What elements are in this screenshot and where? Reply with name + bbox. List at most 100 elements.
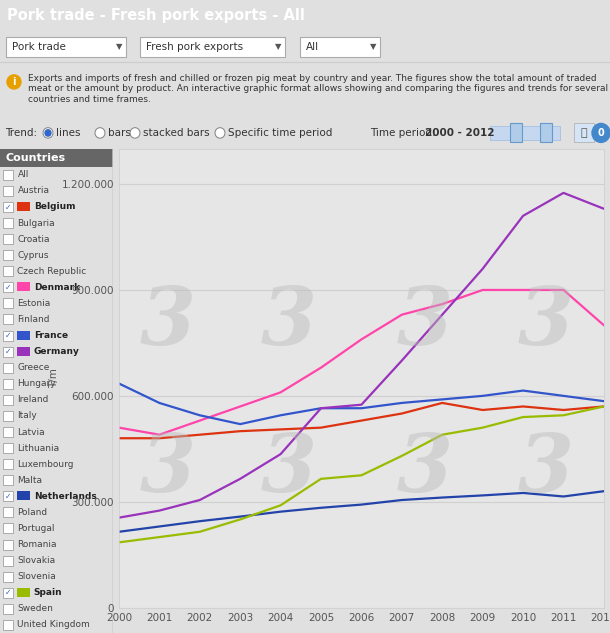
- Text: Belgium: Belgium: [34, 203, 76, 211]
- Bar: [3, 604, 13, 614]
- Text: Cyprus: Cyprus: [18, 251, 49, 260]
- Text: Pork trade: Pork trade: [12, 42, 66, 52]
- Bar: [3, 250, 13, 260]
- Text: 3: 3: [140, 284, 195, 362]
- Text: Luxembourg: Luxembourg: [18, 460, 74, 468]
- Bar: [3, 298, 13, 308]
- Text: 2000 - 2012: 2000 - 2012: [425, 128, 495, 138]
- Bar: [3, 539, 13, 549]
- Text: ✓: ✓: [5, 492, 12, 501]
- Bar: [3, 202, 13, 212]
- Text: Pork trade - Fresh pork exports - All: Pork trade - Fresh pork exports - All: [7, 8, 305, 23]
- Text: All: All: [306, 42, 319, 52]
- Bar: [574, 123, 594, 142]
- Text: 3: 3: [260, 431, 317, 509]
- Text: Finland: Finland: [18, 315, 50, 324]
- Text: Sweden: Sweden: [18, 605, 53, 613]
- Bar: [3, 347, 13, 356]
- Text: stacked bars: stacked bars: [143, 128, 210, 138]
- Bar: [3, 315, 13, 325]
- Text: Greece: Greece: [18, 363, 50, 372]
- Circle shape: [43, 128, 53, 138]
- Text: ▼: ▼: [275, 42, 281, 51]
- Text: lines: lines: [56, 128, 81, 138]
- Bar: [3, 523, 13, 534]
- Text: ✓: ✓: [5, 203, 12, 211]
- Text: Portugal: Portugal: [18, 524, 55, 533]
- Y-axis label: T/m: T/m: [49, 368, 59, 388]
- Text: 3: 3: [396, 431, 453, 509]
- Text: Exports and imports of fresh and chilled or frozen pig meat by country and year.: Exports and imports of fresh and chilled…: [28, 75, 597, 84]
- Text: United Kingdom: United Kingdom: [18, 620, 90, 629]
- Text: ✓: ✓: [5, 283, 12, 292]
- Circle shape: [592, 123, 610, 142]
- Bar: [18, 330, 30, 339]
- Bar: [3, 459, 13, 469]
- Text: Czech Republic: Czech Republic: [18, 266, 87, 276]
- Bar: [300, 37, 380, 57]
- Text: Slovenia: Slovenia: [18, 572, 56, 581]
- Bar: [3, 363, 13, 373]
- Bar: [540, 123, 552, 142]
- Text: 0: 0: [598, 128, 605, 138]
- Text: Croatia: Croatia: [18, 235, 50, 244]
- Bar: [18, 202, 30, 211]
- Bar: [3, 330, 13, 341]
- Text: Fresh pork exports: Fresh pork exports: [146, 42, 243, 52]
- Bar: [510, 123, 522, 142]
- Text: 3: 3: [396, 284, 453, 362]
- Bar: [18, 347, 30, 356]
- Text: 3: 3: [140, 431, 195, 509]
- Bar: [490, 125, 560, 141]
- Text: Italy: Italy: [18, 411, 37, 420]
- Circle shape: [45, 130, 51, 136]
- Bar: [3, 508, 13, 517]
- Text: Trend:: Trend:: [5, 128, 37, 138]
- Bar: [3, 218, 13, 228]
- Text: Austria: Austria: [18, 186, 49, 196]
- Text: France: France: [34, 331, 68, 340]
- Text: ✓: ✓: [5, 588, 12, 598]
- Text: Time period:: Time period:: [370, 128, 436, 138]
- Bar: [3, 588, 13, 598]
- Bar: [3, 491, 13, 501]
- Text: Denmark: Denmark: [34, 283, 80, 292]
- Text: Slovakia: Slovakia: [18, 556, 56, 565]
- Bar: [6, 37, 126, 57]
- Text: Estonia: Estonia: [18, 299, 51, 308]
- Text: ▼: ▼: [116, 42, 123, 51]
- Text: countries and time frames.: countries and time frames.: [28, 94, 151, 104]
- Bar: [18, 588, 30, 597]
- Text: 3: 3: [518, 284, 574, 362]
- Bar: [3, 379, 13, 389]
- Circle shape: [7, 75, 21, 89]
- Text: Netherlands: Netherlands: [34, 492, 96, 501]
- Text: Poland: Poland: [18, 508, 48, 517]
- Text: Countries: Countries: [5, 153, 65, 163]
- Text: ⤢: ⤢: [581, 128, 587, 138]
- Circle shape: [130, 128, 140, 138]
- Text: All: All: [18, 170, 29, 179]
- Text: ✓: ✓: [5, 347, 12, 356]
- Text: ▼: ▼: [370, 42, 376, 51]
- Bar: [3, 556, 13, 566]
- Text: 3: 3: [518, 431, 574, 509]
- Text: Romania: Romania: [18, 540, 57, 549]
- Text: Ireland: Ireland: [18, 396, 49, 404]
- Bar: [3, 186, 13, 196]
- Text: bars: bars: [108, 128, 131, 138]
- Bar: [3, 572, 13, 582]
- Bar: [3, 266, 13, 276]
- Text: Lithuania: Lithuania: [18, 444, 60, 453]
- Text: Hungary: Hungary: [18, 379, 56, 388]
- Text: Malta: Malta: [18, 476, 43, 485]
- Text: Germany: Germany: [34, 347, 80, 356]
- Bar: [3, 427, 13, 437]
- Bar: [3, 620, 13, 630]
- Bar: [0, 149, 113, 166]
- Bar: [18, 491, 30, 500]
- Bar: [3, 234, 13, 244]
- Circle shape: [215, 128, 225, 138]
- Bar: [3, 282, 13, 292]
- Bar: [3, 411, 13, 421]
